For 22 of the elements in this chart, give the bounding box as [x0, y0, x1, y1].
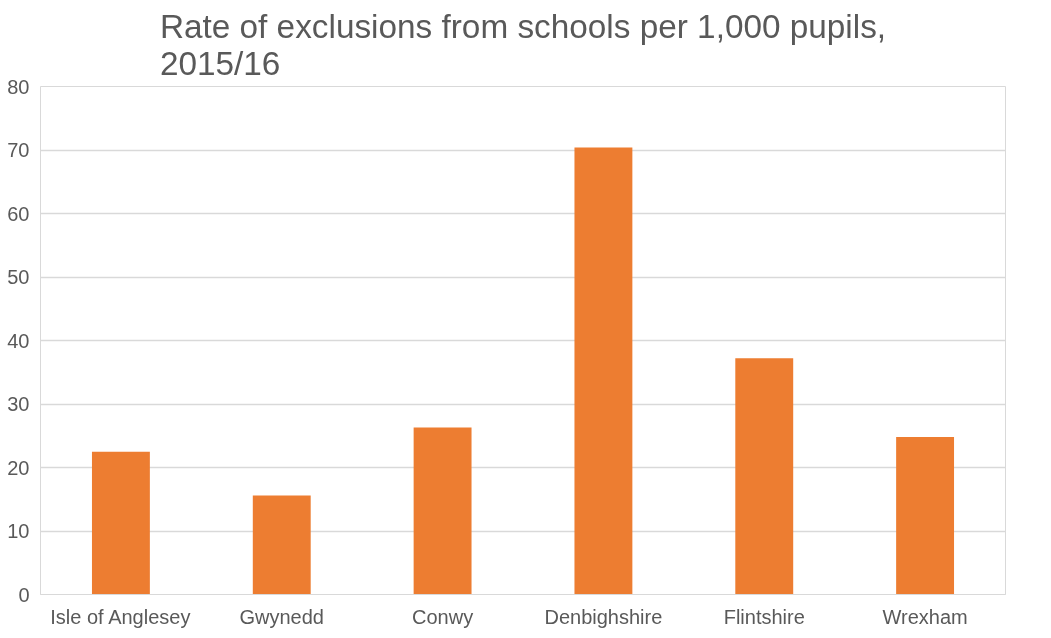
x-tick-label: Isle of Anglesey: [50, 605, 191, 628]
bar: [413, 427, 472, 595]
chart-title: Rate of exclusions from schools per 1,000 pupils, 2015/16: [159, 7, 887, 82]
y-tick-label: 0: [18, 583, 30, 606]
bar: [574, 147, 633, 595]
y-tick-label: 80: [7, 75, 30, 98]
y-tick-label: 40: [7, 329, 30, 352]
bar: [896, 437, 955, 595]
y-tick-label: 10: [7, 520, 30, 542]
y-tick-label: 30: [7, 393, 30, 415]
x-tick-label: Flintshire: [723, 605, 805, 628]
x-tick-label: Wrexham: [882, 605, 968, 628]
y-tick-label: 70: [7, 139, 30, 161]
y-tick-label: 60: [7, 202, 30, 225]
bar: [91, 451, 150, 595]
x-tick-label: Gwynedd: [239, 605, 324, 628]
bar: [735, 358, 794, 595]
x-tick-label: Denbighshire: [544, 605, 663, 628]
y-tick-label: 20: [7, 456, 30, 479]
y-tick-label: 50: [7, 266, 30, 288]
bar: [252, 495, 311, 595]
x-tick-label: Conwy: [412, 605, 474, 628]
